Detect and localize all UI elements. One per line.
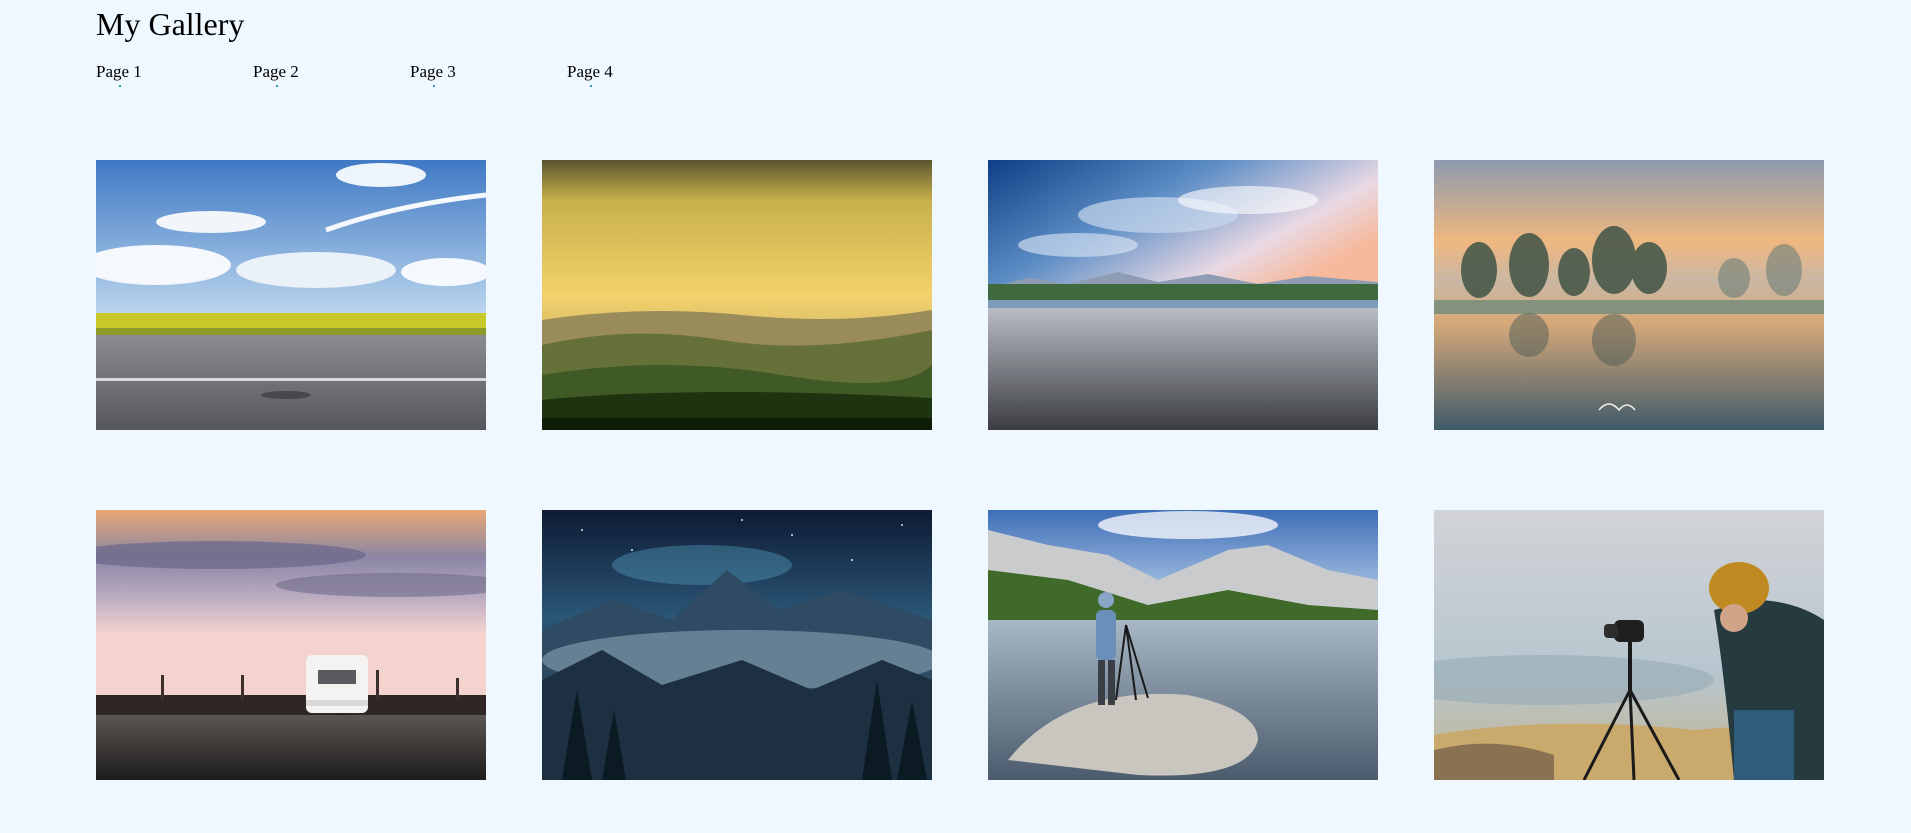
road-sunflower-field-photo[interactable]: [96, 160, 486, 430]
nav-link-page-2[interactable]: Page 2: [253, 62, 410, 87]
page-nav: Page 1 Page 2 Page 3 Page 4: [96, 62, 724, 87]
nav-link-label: Page 2: [253, 62, 299, 81]
nav-link-label: Page 1: [96, 62, 142, 81]
caravan-sunset-fence-photo[interactable]: [96, 510, 486, 780]
misty-lake-trees-photo[interactable]: [1434, 160, 1824, 430]
nav-link-page-1[interactable]: Page 1: [96, 62, 253, 87]
nav-link-page-3[interactable]: Page 3: [410, 62, 567, 87]
starry-misty-mountains-photo[interactable]: [542, 510, 932, 780]
nav-link-page-4[interactable]: Page 4: [567, 62, 724, 87]
golden-hills-sunrise-photo[interactable]: [542, 160, 932, 430]
photographer-camera-tripod-photo[interactable]: [1434, 510, 1824, 780]
photographer-mountain-lake-photo[interactable]: [988, 510, 1378, 780]
nav-link-label: Page 4: [567, 62, 613, 81]
page-title: My Gallery: [96, 6, 245, 42]
photo-grid: [96, 160, 1824, 780]
nav-link-label: Page 3: [410, 62, 456, 81]
asphalt-mountains-sky-photo[interactable]: [988, 160, 1378, 430]
